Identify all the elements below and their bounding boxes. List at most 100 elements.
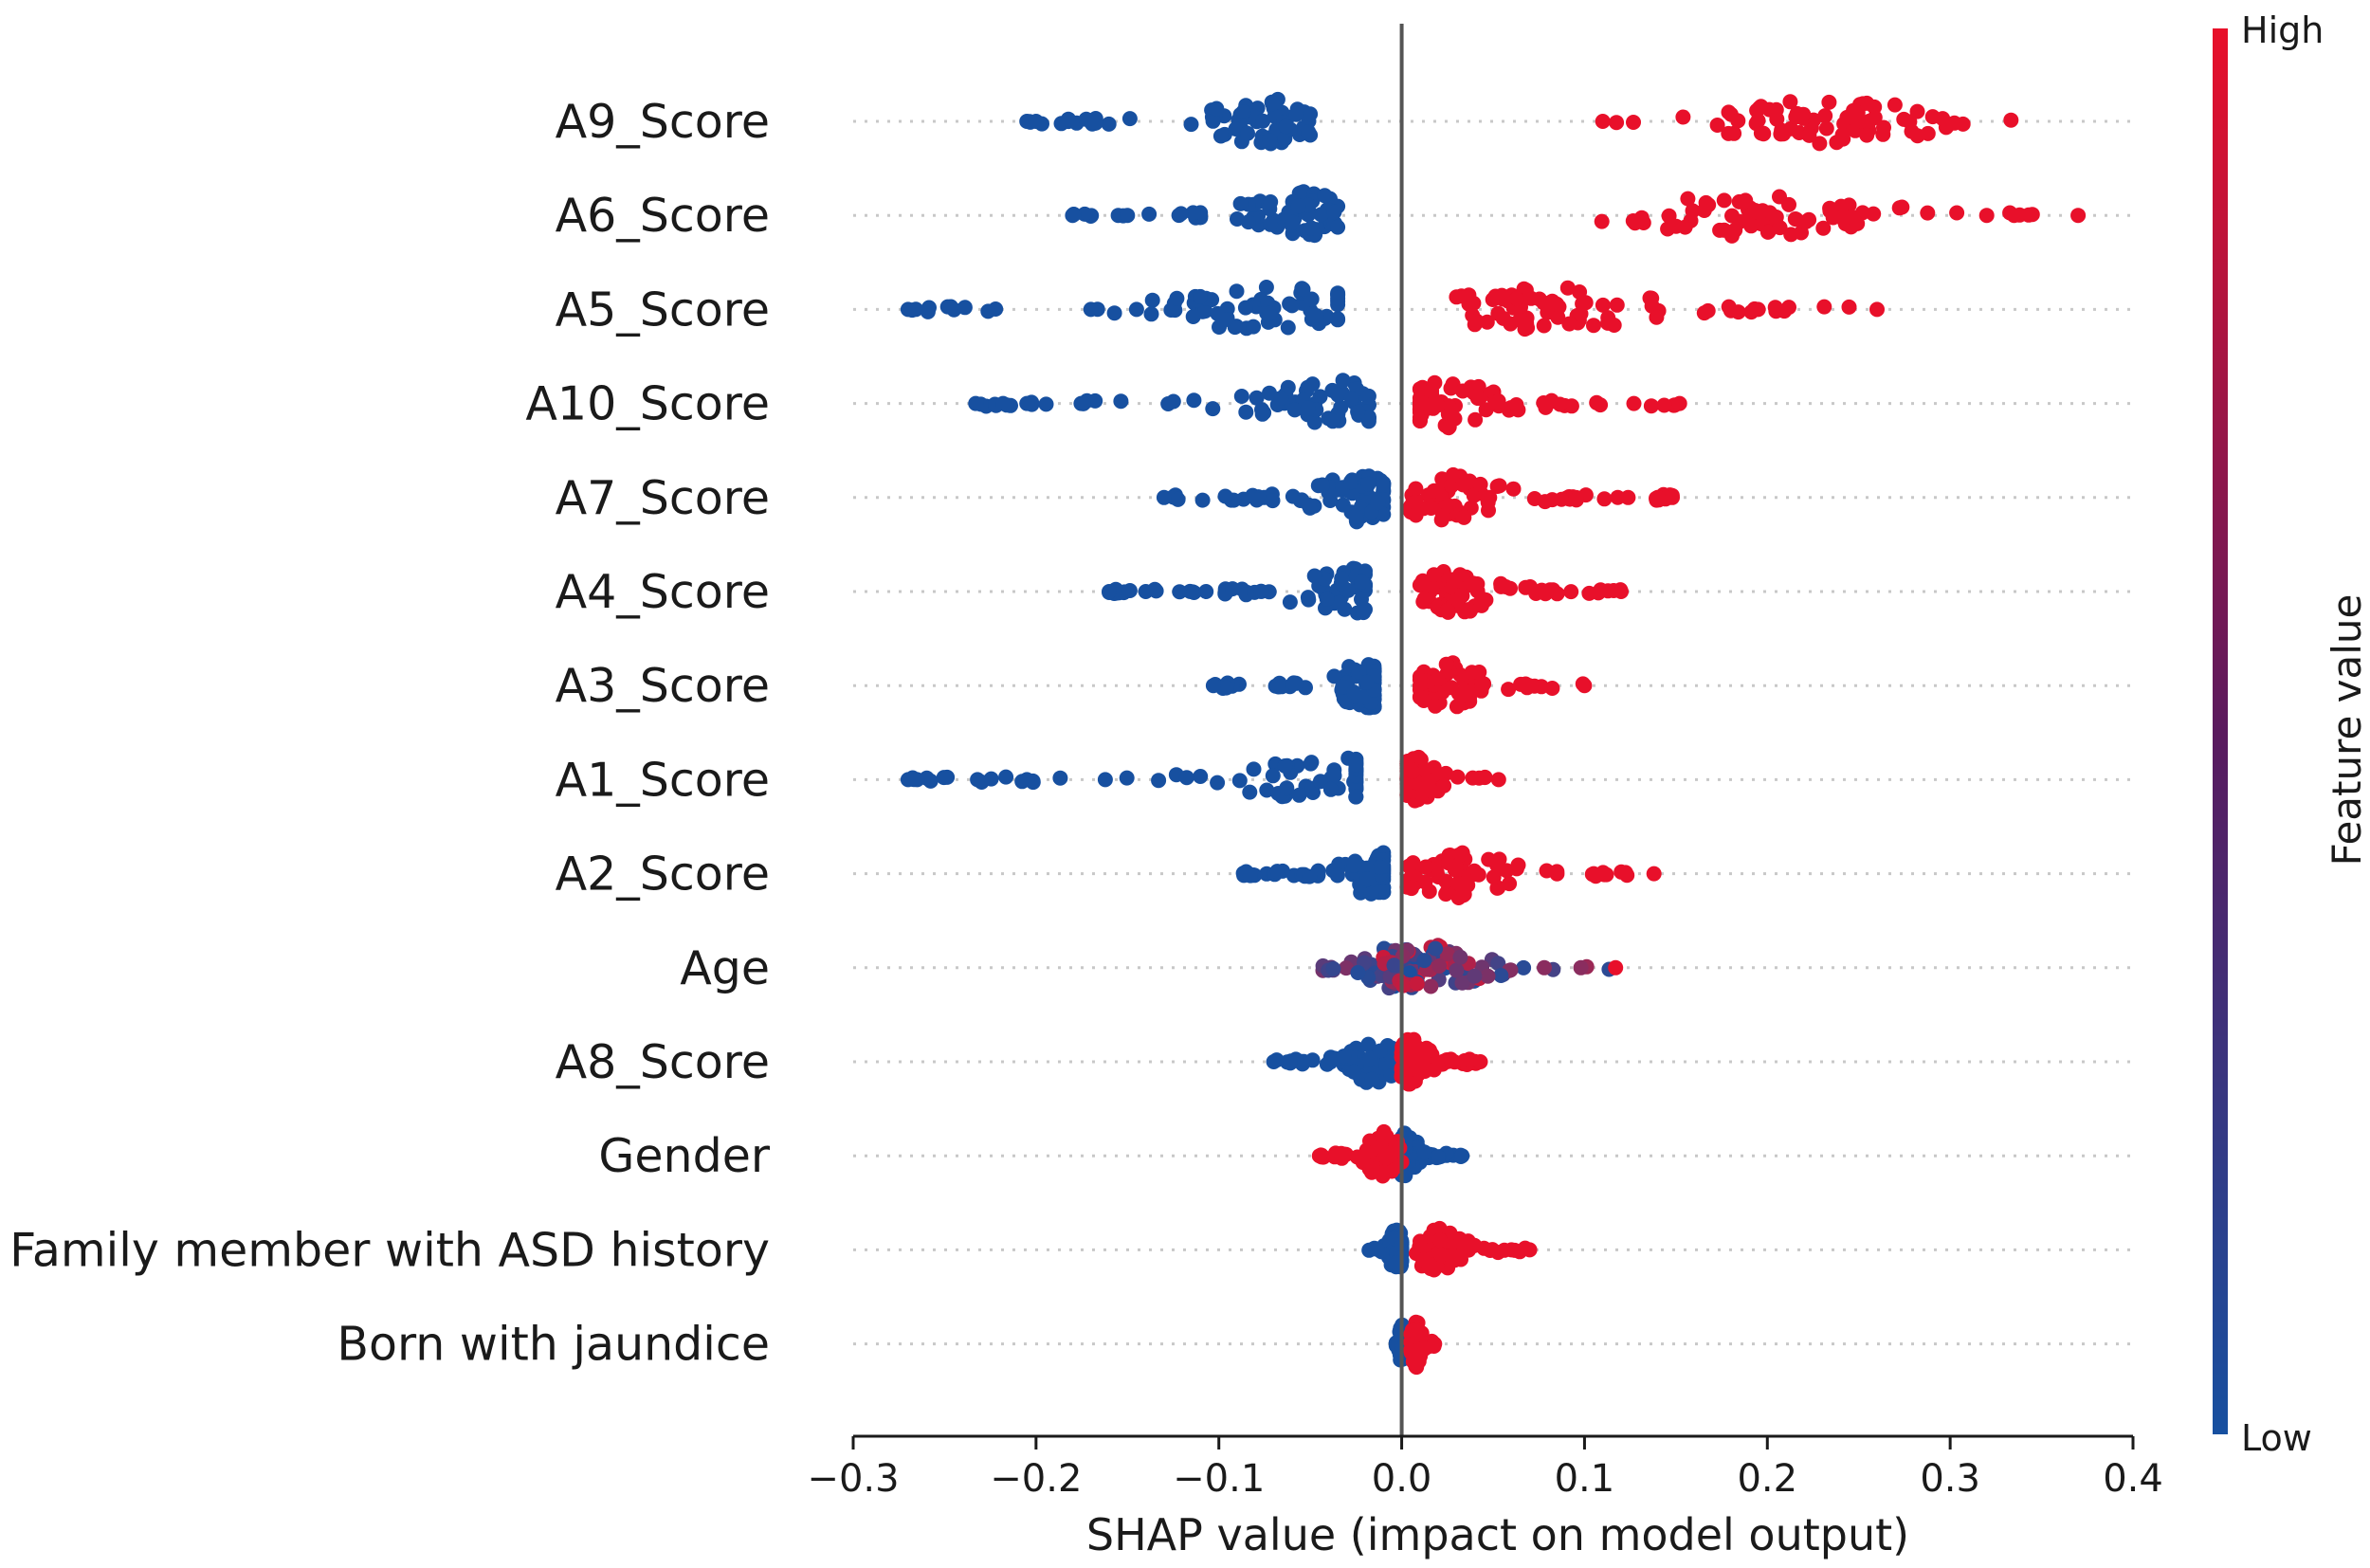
shap-point-outlier	[1646, 866, 1662, 882]
shap-point	[1302, 868, 1318, 884]
shap-point	[1643, 398, 1659, 414]
shap-point	[1262, 133, 1278, 149]
shap-point	[1538, 586, 1554, 602]
shap-point	[1743, 218, 1759, 234]
x-tick-label: −0.2	[990, 1457, 1082, 1501]
shap-point	[1609, 297, 1625, 313]
shap-point	[1360, 1037, 1376, 1053]
shap-point	[1554, 491, 1570, 507]
shap-point-outlier	[1019, 395, 1035, 411]
shap-point	[1288, 106, 1304, 122]
shap-point	[1453, 688, 1469, 703]
shap-point	[1412, 672, 1428, 687]
shap-point	[1449, 962, 1465, 978]
shap-point	[1170, 491, 1186, 507]
shap-point	[1909, 103, 1925, 119]
shap-point	[1262, 385, 1277, 401]
shap-point	[1801, 127, 1817, 143]
shap-point	[1121, 583, 1138, 598]
shap-point	[1330, 387, 1346, 403]
shap-point	[1493, 968, 1509, 983]
shap-point	[1317, 188, 1333, 204]
shap-point	[1563, 584, 1579, 600]
shap-point	[1212, 128, 1229, 144]
shap-point	[1358, 674, 1375, 690]
shap-point	[1955, 116, 1971, 132]
feature-label: A6_Score	[556, 189, 770, 243]
shap-point	[1339, 960, 1354, 976]
shap-point	[1186, 585, 1202, 600]
shap-point	[1559, 280, 1576, 296]
shap-point	[1360, 476, 1376, 492]
shap-point-outlier	[1978, 208, 1995, 224]
shap-point	[1350, 404, 1366, 420]
shap-point-outlier	[1577, 678, 1593, 694]
shap-point-outlier	[1156, 489, 1172, 505]
shap-point	[1106, 305, 1122, 321]
shap-point	[1677, 219, 1693, 235]
shap-point	[1924, 109, 1941, 125]
shap-point	[936, 770, 952, 786]
shap-point-outlier	[1586, 866, 1602, 882]
shap-point	[1727, 222, 1743, 238]
shap-point	[1470, 866, 1486, 883]
shap-point-outlier	[2070, 208, 2087, 224]
shap-point	[1358, 860, 1375, 876]
shap-point	[1465, 770, 1481, 786]
shap-point	[1455, 477, 1471, 493]
shap-point-outlier	[1504, 1242, 1520, 1258]
shap-point	[1330, 311, 1346, 327]
shap-point	[1626, 115, 1641, 130]
shap-point	[1151, 773, 1167, 789]
shap-point	[1508, 397, 1524, 412]
shap-point	[1767, 300, 1783, 316]
colorbar-high-label: High	[2241, 9, 2324, 51]
shap-point	[1867, 110, 1883, 125]
shap-point	[1815, 220, 1832, 236]
feature-label: Age	[680, 941, 770, 995]
shap-point	[1386, 957, 1402, 974]
shap-point-outlier	[1869, 301, 1885, 318]
shap-point	[1416, 1144, 1432, 1160]
shap-point	[1549, 296, 1565, 312]
shap-point	[1461, 287, 1477, 303]
shap-point	[1627, 215, 1643, 231]
shap-point	[1178, 770, 1194, 786]
shap-point	[1336, 1048, 1352, 1065]
shap-point	[1516, 959, 1532, 975]
x-axis: −0.3 −0.2 −0.1 0.0 0.1 0.2 0.3 0.4	[807, 1434, 2163, 1501]
shap-point	[1450, 890, 1467, 905]
shap-point	[1254, 406, 1270, 422]
feature-label: A4_Score	[556, 565, 770, 619]
shap-point	[1439, 946, 1455, 962]
feature-label: Born with jaundice	[337, 1318, 770, 1372]
shap-point	[1839, 109, 1855, 125]
shap-point	[1712, 222, 1728, 238]
shap-point	[1454, 975, 1470, 991]
shap-point	[1304, 220, 1320, 236]
shap-point	[1501, 682, 1517, 698]
shap-point	[1210, 775, 1226, 791]
shap-point	[1416, 953, 1432, 969]
shap-point	[1304, 755, 1320, 771]
shap-point	[939, 299, 956, 315]
shap-point	[1445, 466, 1461, 483]
shap-point	[1113, 393, 1129, 410]
shap-point	[1781, 300, 1796, 316]
shap-point	[1471, 665, 1487, 680]
shap-point	[1859, 127, 1875, 143]
shap-point	[1536, 295, 1552, 311]
shap-point	[1253, 583, 1269, 599]
shap-point	[1193, 288, 1208, 304]
shap-point	[1454, 588, 1470, 604]
shap-point	[1759, 224, 1776, 240]
shap-point	[1600, 583, 1616, 599]
shap-point	[998, 769, 1014, 785]
shap-point	[1789, 105, 1805, 121]
shap-point	[1359, 871, 1376, 887]
shap-point	[1381, 1148, 1397, 1164]
shap-point	[1801, 211, 1817, 228]
shap-point	[1427, 374, 1443, 391]
shap-point	[1680, 191, 1696, 207]
